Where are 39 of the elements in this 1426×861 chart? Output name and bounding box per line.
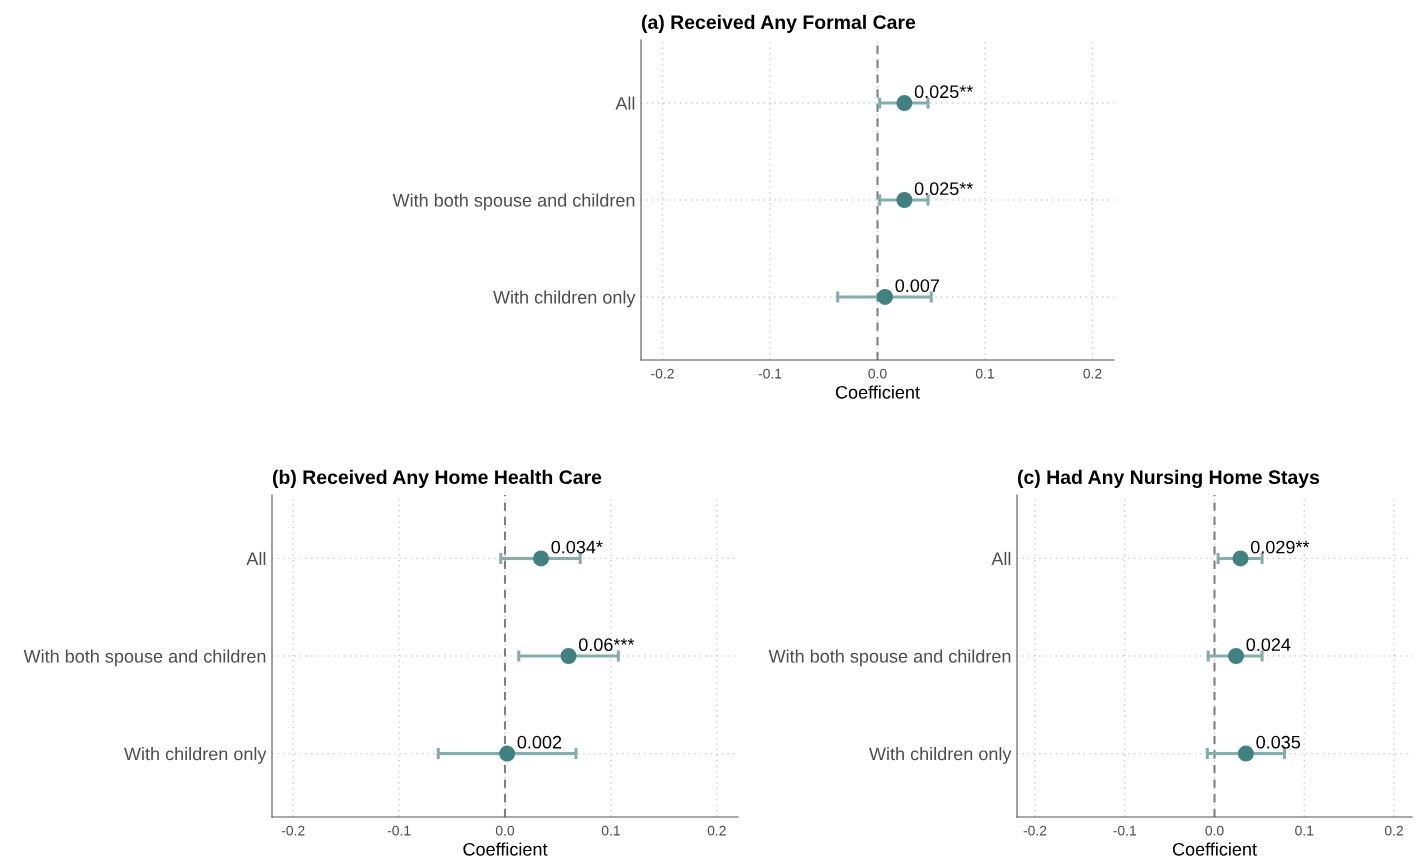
x-axis-title: Coefficient <box>835 385 920 399</box>
data-label: 0.034* <box>551 540 603 554</box>
y-tick-label: All <box>615 96 635 110</box>
x-tick-label: 0.0 <box>868 368 887 379</box>
data-label: 0.035 <box>1256 735 1301 749</box>
x-tick-label: 0.0 <box>495 825 515 836</box>
x-tick-label: -0.2 <box>281 825 305 836</box>
y-tick-label: With both spouse and children <box>768 649 1011 667</box>
x-tick-label: 0.0 <box>1205 825 1224 836</box>
data-label: 0.024 <box>1246 638 1291 652</box>
x-tick-label: 0.1 <box>1295 825 1314 836</box>
y-tick-label: With both spouse and children <box>392 193 635 211</box>
x-tick-label: 0.2 <box>1384 825 1403 836</box>
x-tick-label: 0.2 <box>1083 368 1102 379</box>
chart-title: (a) Received Any Formal Care <box>641 14 916 33</box>
x-tick-label: -0.1 <box>1113 825 1137 836</box>
x-tick-label: 0.1 <box>601 825 620 836</box>
data-label: 0.007 <box>895 279 940 293</box>
x-tick-label: -0.1 <box>387 825 411 836</box>
y-tick-label: With children only <box>124 747 267 764</box>
x-tick-label: 0.1 <box>975 368 994 379</box>
y-tick-label: All <box>991 551 1011 565</box>
data-label: 0.025** <box>914 182 974 196</box>
data-label: 0.029** <box>1250 540 1310 554</box>
x-axis-title: Coefficient <box>1172 842 1257 856</box>
y-tick-label: All <box>246 551 266 565</box>
x-tick-label: 0.2 <box>707 825 726 836</box>
data-label: 0.002 <box>517 735 562 749</box>
x-tick-label: -0.2 <box>1023 825 1047 836</box>
data-label: 0.06*** <box>578 638 635 652</box>
x-tick-label: -0.2 <box>651 368 674 379</box>
chart-title: (b) Received Any Home Health Care <box>272 469 602 488</box>
y-tick-label: With children only <box>869 747 1012 764</box>
x-axis-title: Coefficient <box>463 842 548 856</box>
y-tick-label: With both spouse and children <box>23 649 266 667</box>
x-tick-label: -0.1 <box>758 368 782 379</box>
data-label: 0.025** <box>914 85 974 99</box>
y-tick-label: With children only <box>493 290 636 308</box>
chart-title: (c) Had Any Nursing Home Stays <box>1017 469 1320 489</box>
